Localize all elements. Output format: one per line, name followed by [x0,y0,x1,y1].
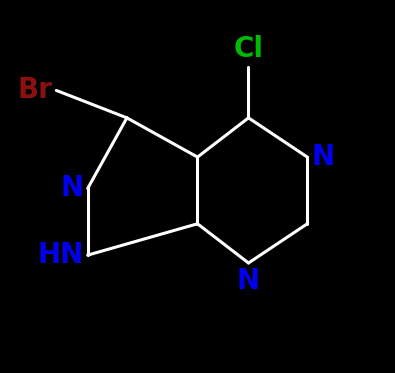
Text: Cl: Cl [233,35,263,63]
Text: Br: Br [17,76,53,104]
Text: HN: HN [38,241,84,269]
Text: N: N [237,267,260,295]
Text: N: N [60,175,84,203]
Text: N: N [311,143,335,171]
